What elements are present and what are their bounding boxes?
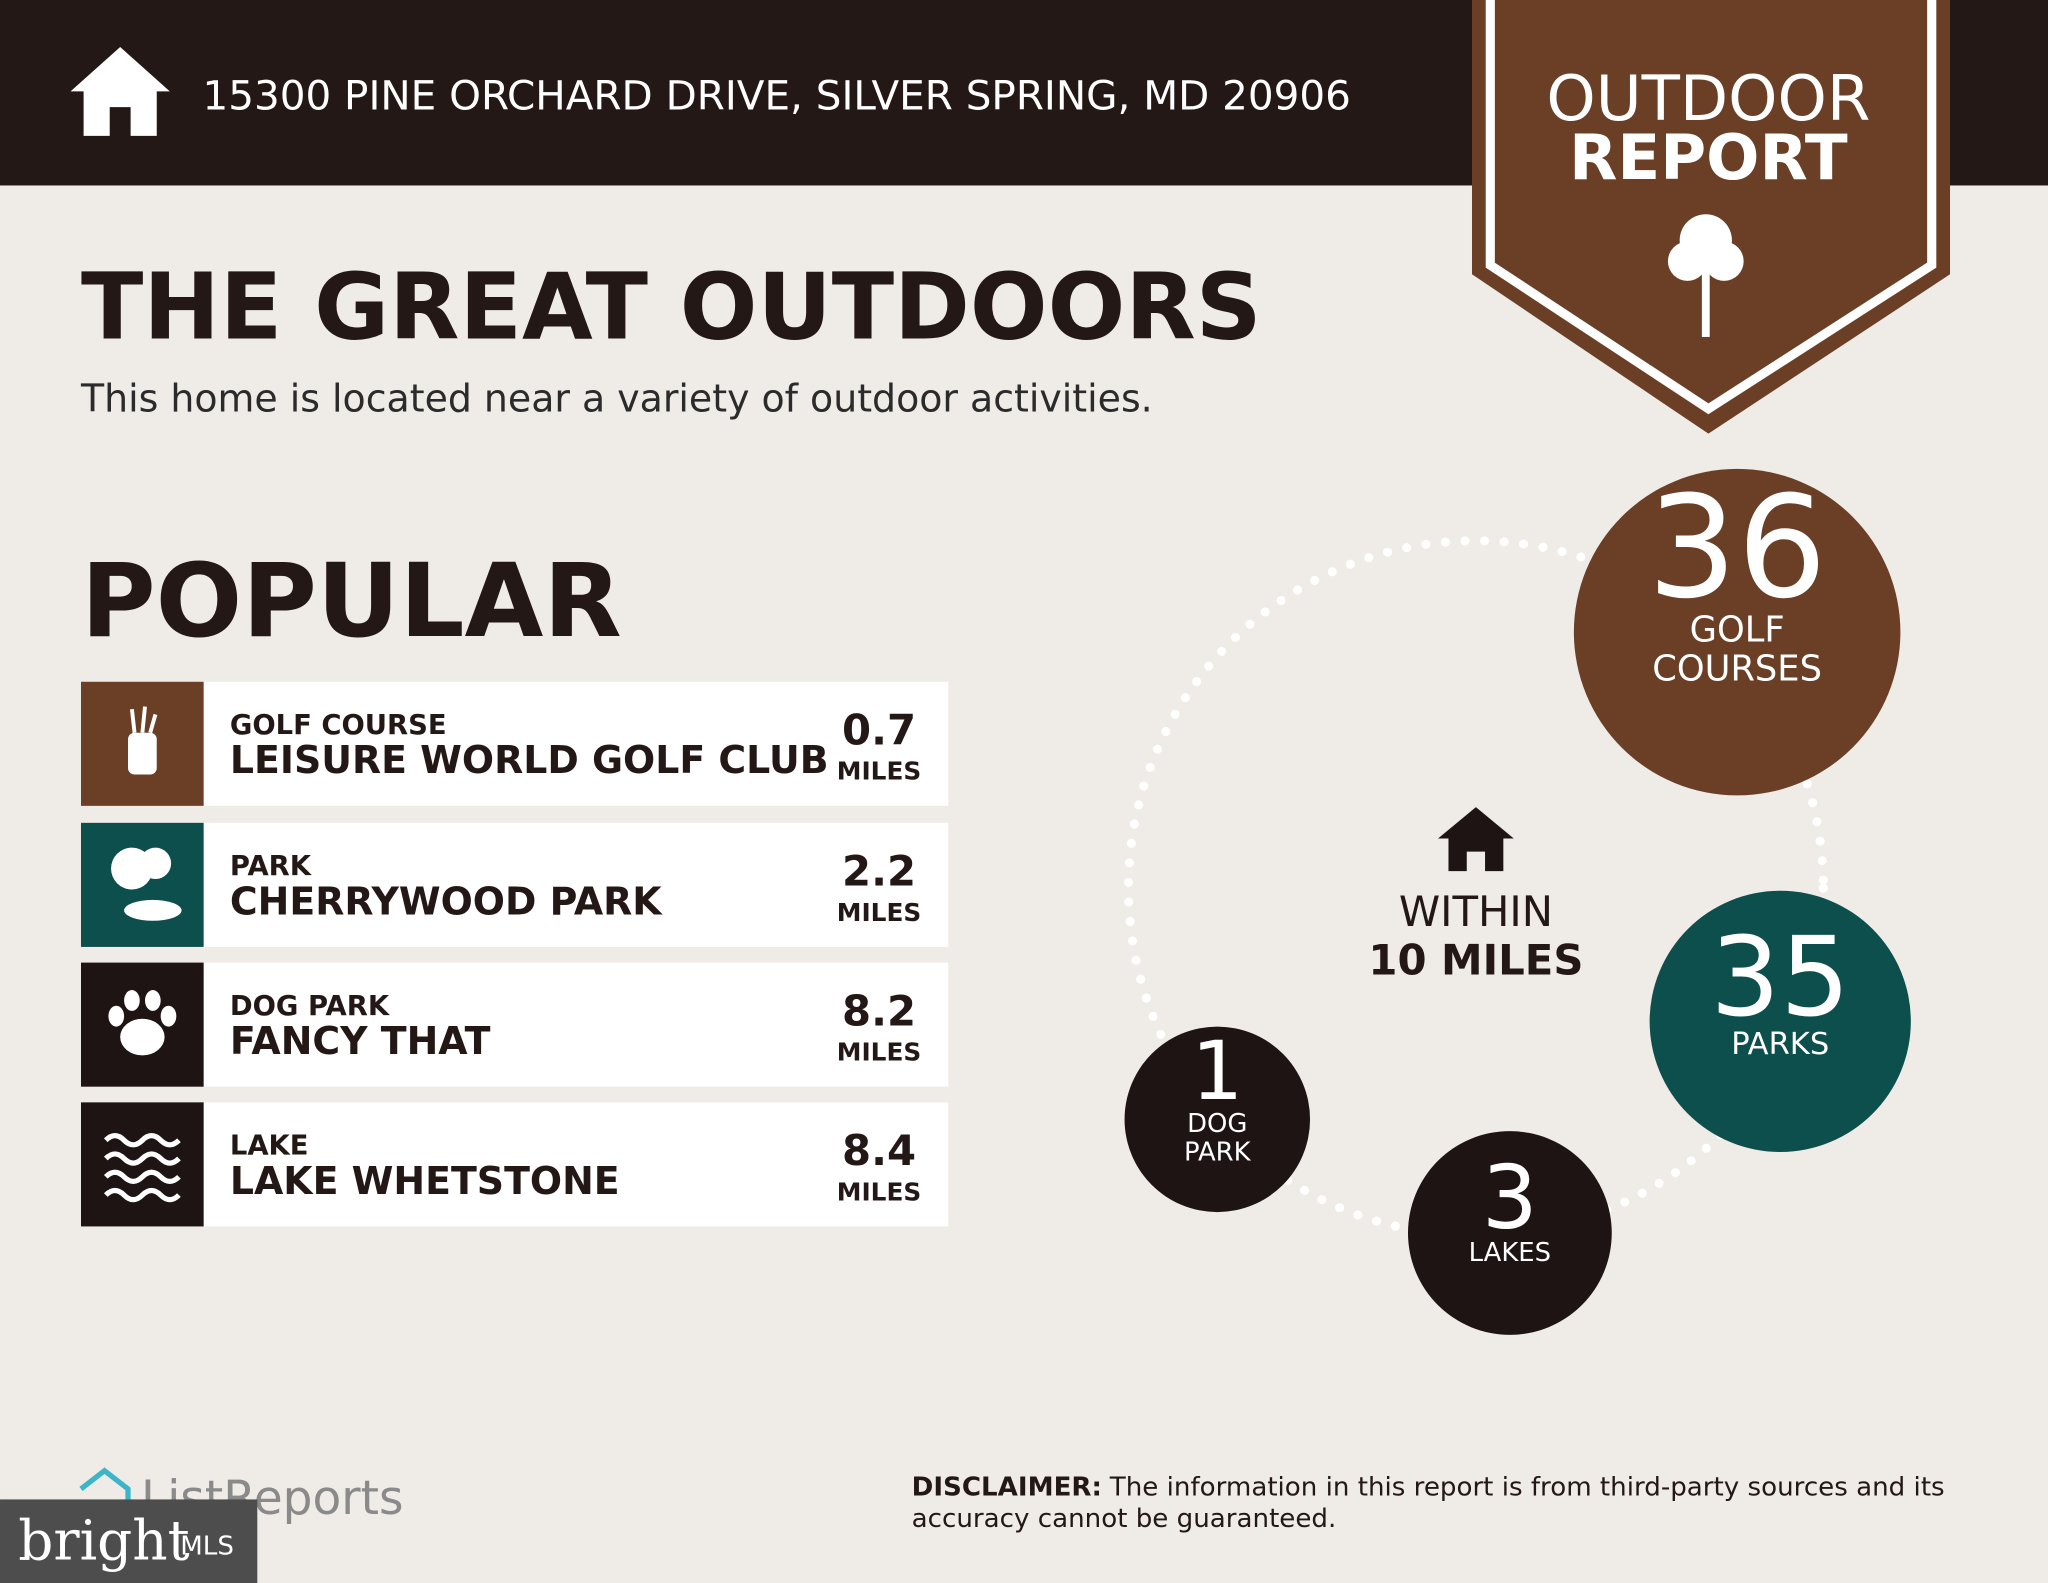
- disclaimer: DISCLAIMER: The information in this repor…: [912, 1472, 1945, 1502]
- stat-count: 1: [1191, 1024, 1243, 1119]
- item-unit: MILES: [837, 1177, 922, 1206]
- mls-brand: bright: [18, 1508, 189, 1572]
- tree-icon: [1667, 214, 1744, 337]
- mls-suffix: MLS: [180, 1531, 234, 1561]
- item-distance: 8.4: [842, 1126, 916, 1175]
- item-card: [203, 1102, 949, 1227]
- paw-icon: [124, 990, 140, 1011]
- stat-count: 35: [1710, 913, 1850, 1041]
- paw-icon: [144, 990, 161, 1011]
- stat-circle: [1649, 890, 1911, 1152]
- item-category: DOG PARK: [230, 991, 391, 1022]
- paw-icon: [108, 1005, 125, 1027]
- park-icon: [139, 847, 172, 880]
- item-distance: 2.2: [842, 847, 916, 896]
- disclaimer-text: accuracy cannot be guaranteed.: [912, 1504, 1337, 1534]
- stat-circle: [1573, 468, 1901, 796]
- item-name: LEISURE WORLD GOLF CLUB: [230, 738, 829, 782]
- popular-heading: POPULAR: [81, 542, 622, 661]
- stat-label: PARK: [1184, 1138, 1252, 1168]
- item-name: FANCY THAT: [230, 1019, 491, 1063]
- stat-label: DOG: [1187, 1109, 1247, 1139]
- logo-icon: [79, 1467, 131, 1503]
- home-icon: [70, 47, 170, 136]
- disclaimer-text: The information in this report is from t…: [1109, 1472, 1945, 1502]
- item-name: CHERRYWOOD PARK: [230, 879, 663, 923]
- disclaimer-label: DISCLAIMER:: [912, 1472, 1102, 1502]
- within-label: WITHIN: [1399, 887, 1553, 936]
- item-category: LAKE: [230, 1131, 309, 1162]
- item-distance: 8.2: [842, 986, 916, 1035]
- mls-badge: [0, 1499, 258, 1583]
- item-icon-box: [80, 1102, 204, 1227]
- stat-count: 3: [1482, 1147, 1538, 1249]
- stat-circle: [1407, 1131, 1612, 1335]
- item-category: PARK: [230, 851, 313, 882]
- wave-icon: [103, 1133, 181, 1148]
- badge-border: [1485, 0, 1937, 415]
- item-name: LAKE WHETSTONE: [230, 1159, 620, 1203]
- wave-icon: [103, 1169, 181, 1184]
- item-unit: MILES: [837, 898, 922, 927]
- item-card: [203, 962, 949, 1087]
- item-category: GOLF COURSE: [230, 710, 447, 741]
- address: 15300 PINE ORCHARD DRIVE, SILVER SPRING,…: [202, 72, 1350, 120]
- subtitle: This home is located near a variety of o…: [80, 376, 1153, 420]
- stat-label: PARKS: [1731, 1027, 1829, 1062]
- badge-line1: OUTDOOR: [1546, 62, 1870, 135]
- item-unit: MILES: [837, 1038, 922, 1067]
- item-distance: 0.7: [842, 705, 916, 754]
- golf-icon: [129, 706, 158, 734]
- stat-label: LAKES: [1469, 1238, 1551, 1268]
- stat-label: COURSES: [1652, 648, 1822, 689]
- wave-icon: [103, 1151, 181, 1166]
- paw-icon: [120, 1018, 165, 1056]
- stat-label: GOLF: [1690, 609, 1785, 650]
- radius-label: 10 MILES: [1368, 935, 1583, 984]
- golf-icon: [128, 732, 157, 775]
- item-unit: MILES: [837, 757, 922, 786]
- item-card: [203, 681, 949, 806]
- title: THE GREAT OUTDOORS: [81, 253, 1262, 360]
- badge-line2: REPORT: [1569, 121, 1848, 194]
- home-icon: [1438, 807, 1514, 872]
- stat-circle: [1124, 1026, 1311, 1213]
- item-card: [203, 822, 949, 947]
- stat-count: 36: [1647, 466, 1826, 630]
- park-icon: [124, 899, 182, 921]
- wave-icon: [103, 1187, 181, 1203]
- paw-icon: [160, 1005, 177, 1027]
